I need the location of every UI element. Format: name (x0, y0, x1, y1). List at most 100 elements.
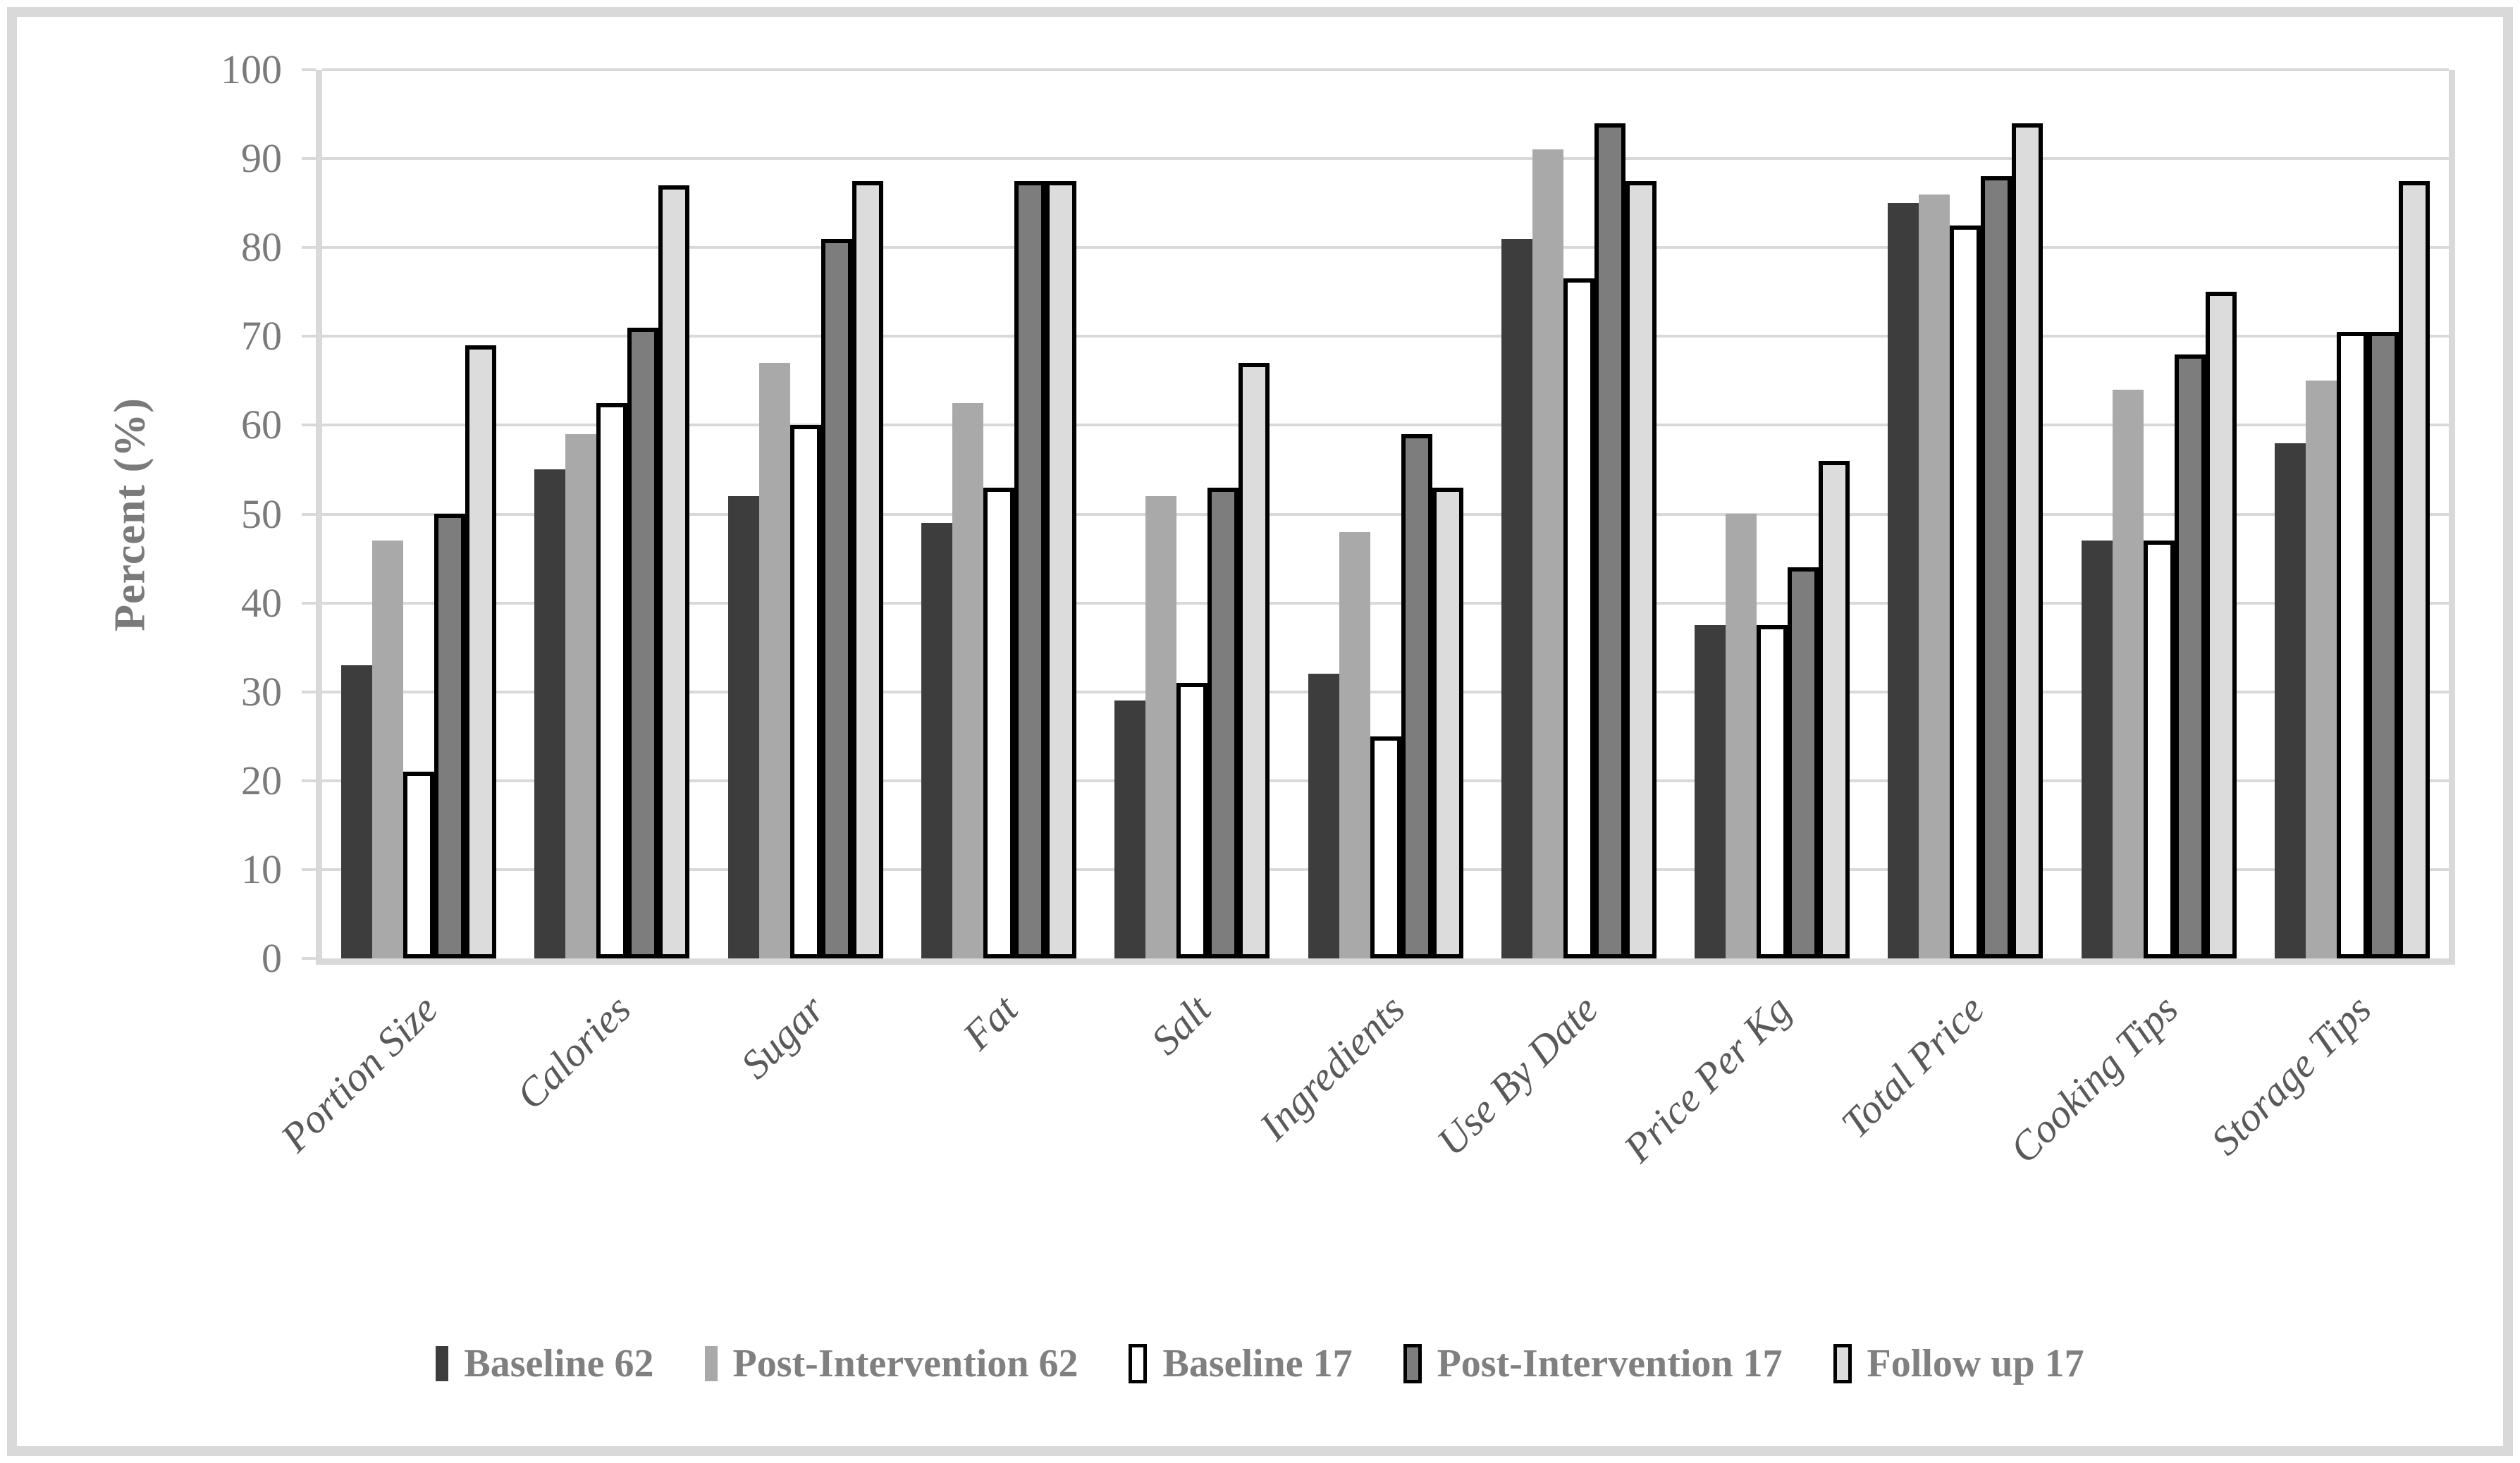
y-tick-label: 50 (241, 490, 282, 537)
bar (790, 425, 821, 958)
gridline (322, 68, 2449, 71)
bar (1888, 203, 1919, 958)
bar (372, 541, 403, 958)
legend: Baseline 62 Post-Intervention 62 Baseline … (42, 1328, 2478, 1399)
x-axis-label: Ingredients (1250, 986, 1413, 1149)
bar (759, 363, 790, 958)
gridline (322, 424, 2449, 427)
bar (921, 523, 952, 958)
y-tick-mark (302, 690, 316, 693)
legend-swatch (436, 1346, 449, 1381)
gridline (322, 246, 2449, 249)
legend-label: Baseline 62 (464, 1342, 654, 1385)
bar (627, 328, 658, 958)
legend-label: Post-Intervention 17 (1437, 1342, 1783, 1385)
y-tick-label: 10 (241, 846, 282, 892)
bar (565, 434, 596, 958)
x-axis-label: Use By Date (1427, 986, 1606, 1165)
y-tick-mark (302, 868, 316, 871)
gridline (322, 690, 2449, 693)
bar (658, 185, 689, 958)
bar (1563, 278, 1594, 958)
y-tick-mark (302, 512, 316, 516)
bar (1207, 488, 1239, 958)
bar (596, 403, 627, 958)
bar (1432, 488, 1463, 958)
y-tick-mark (302, 601, 316, 605)
y-tick-label: 80 (241, 224, 282, 271)
legend-swatch (1403, 1344, 1422, 1383)
bar (1695, 625, 1726, 958)
bar (1788, 567, 1819, 958)
bar (1625, 181, 1657, 958)
bar (983, 488, 1014, 958)
bar (2206, 292, 2237, 958)
bar (821, 239, 852, 958)
legend-item: Baseline 62 (436, 1341, 654, 1386)
gridline (322, 335, 2449, 338)
y-tick-mark (302, 957, 316, 960)
bar (2337, 332, 2368, 958)
legend-label: Post-Intervention 62 (732, 1342, 1078, 1385)
y-tick-label: 100 (221, 47, 282, 92)
bar (852, 181, 883, 958)
bar (1532, 149, 1563, 958)
x-axis-label: Storage Tips (2201, 986, 2380, 1164)
bar (2175, 354, 2206, 958)
bar (2306, 381, 2337, 958)
bar (1176, 683, 1207, 958)
y-tick-label: 30 (241, 668, 282, 715)
y-tick-label: 90 (241, 135, 282, 182)
y-tick-mark (302, 335, 316, 338)
gridline (322, 512, 2449, 516)
bar (403, 772, 434, 958)
bar (1726, 514, 1757, 958)
y-tick-mark (302, 779, 316, 782)
bar (534, 469, 565, 958)
legend-swatch (1129, 1344, 1148, 1383)
y-tick-label: 20 (241, 757, 282, 803)
bar (1757, 625, 1788, 958)
bar (1950, 226, 1981, 958)
x-axis-label: Price Per Kg (1614, 986, 1800, 1171)
x-axis-label: Sugar (731, 986, 833, 1088)
bar (2368, 332, 2399, 958)
legend-item: Post-Intervention 17 (1403, 1341, 1783, 1386)
bar (1339, 532, 1370, 958)
y-tick-mark (302, 424, 316, 427)
bar (2113, 390, 2144, 958)
bar (2399, 181, 2430, 958)
y-tick-label: 40 (241, 579, 282, 626)
y-tick-label: 0 (262, 935, 282, 981)
x-axis-label: Cooking Tips (2000, 986, 2187, 1172)
bar (728, 496, 759, 958)
bar (2082, 541, 2113, 958)
bar (1819, 461, 1850, 958)
legend-item: Baseline 17 (1129, 1341, 1353, 1386)
x-axis-label: Total Price (1832, 986, 1993, 1147)
x-axis-label: Portion Size (271, 986, 447, 1161)
bar (1014, 181, 1045, 958)
legend-swatch (1833, 1344, 1852, 1383)
bar (434, 514, 465, 958)
bar (1401, 434, 1432, 958)
legend-item: Follow up 17 (1833, 1341, 2084, 1386)
y-tick-mark (302, 157, 316, 161)
bar (1114, 700, 1145, 958)
y-tick-label: 70 (241, 313, 282, 359)
legend-item: Post-Intervention 62 (704, 1341, 1078, 1386)
x-axis-label: Calories (508, 986, 640, 1118)
y-tick-mark (302, 68, 316, 71)
bar (1308, 674, 1339, 958)
y-tick-mark (302, 246, 316, 249)
x-axis-label: Salt (1142, 986, 1220, 1063)
legend-label: Baseline 17 (1162, 1342, 1353, 1385)
x-axis-label: Fat (954, 986, 1027, 1059)
legend-label: Follow up 17 (1867, 1342, 2084, 1385)
gridline (322, 601, 2449, 605)
plot-area (316, 68, 2455, 965)
bar (1501, 239, 1532, 958)
bar (1045, 181, 1076, 958)
bar (2275, 443, 2306, 958)
